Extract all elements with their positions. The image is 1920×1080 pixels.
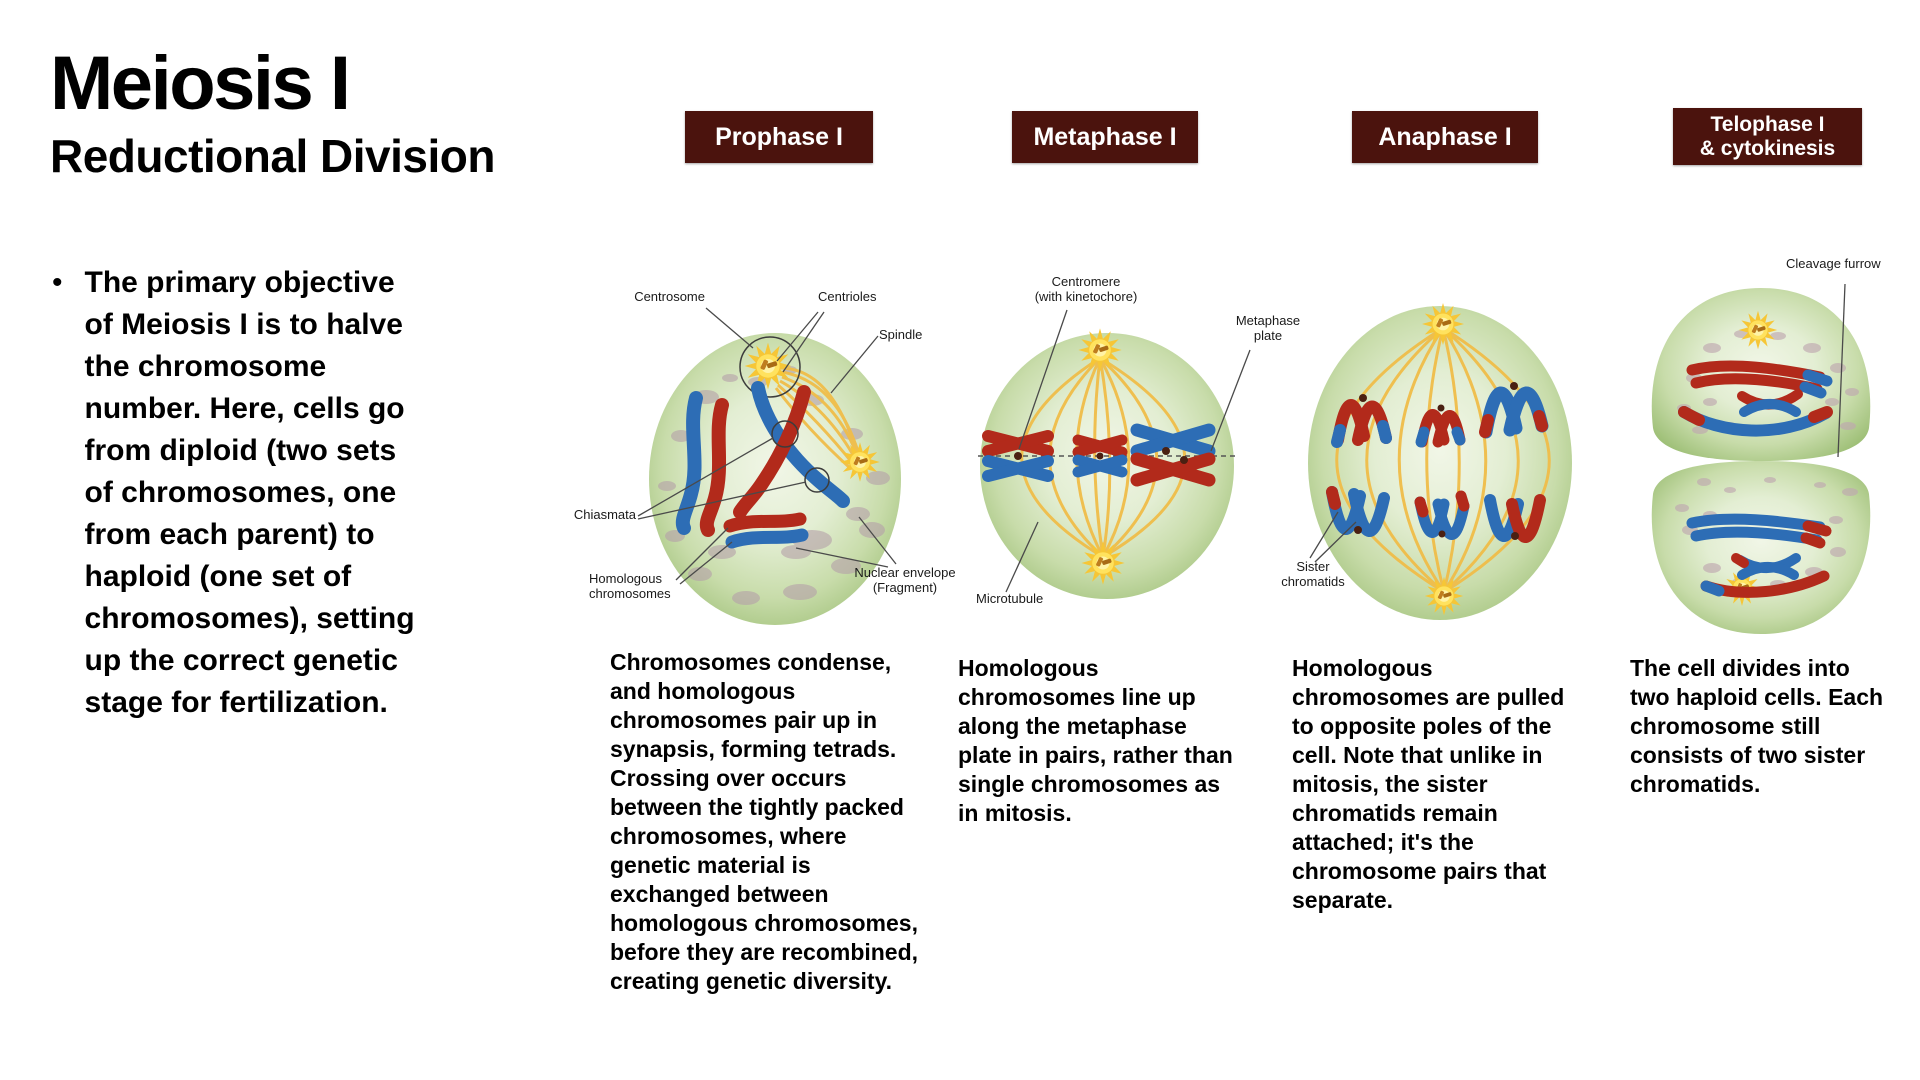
page-subtitle: Reductional Division bbox=[50, 130, 495, 182]
label-cleavage-furrow: Cleavage furrow bbox=[1786, 256, 1881, 271]
centromere-dots bbox=[1354, 382, 1519, 540]
anaphase-chromosomes bbox=[1326, 386, 1549, 543]
chiasmata-circles bbox=[771, 420, 830, 493]
prophase-label-lines bbox=[637, 307, 897, 585]
label-sister-chromatids: Sister chromatids bbox=[1281, 559, 1345, 589]
caption-anaphase: Homologous chromosomes are pulled to opp… bbox=[1292, 655, 1565, 913]
label-centromere: Centromere (with kinetochore) bbox=[1034, 274, 1138, 304]
prophase-diagram bbox=[637, 307, 901, 625]
metaphase-diagram bbox=[978, 309, 1251, 599]
caption-telophase: The cell divides into two haploid cells.… bbox=[1630, 655, 1884, 797]
telophase-diagram bbox=[1651, 283, 1871, 634]
label-microtubule: Microtubule bbox=[976, 591, 1044, 606]
prophase-chromosomes bbox=[675, 381, 850, 549]
spindle-fibers bbox=[774, 366, 862, 470]
telophase-label-lines bbox=[1837, 283, 1846, 458]
label-homologous-chromosomes: Homologous chromosomes bbox=[589, 571, 671, 601]
label-centrioles: Centrioles bbox=[818, 289, 877, 304]
bullet-glyph: • bbox=[52, 266, 63, 299]
intro-text: The primary objective of Meiosis I is to… bbox=[84, 266, 415, 719]
centromere-dots bbox=[1014, 447, 1188, 464]
page-title: Meiosis I bbox=[50, 41, 351, 126]
spindle-fibers bbox=[1335, 326, 1551, 594]
caption-prophase: Chromosomes condense, and homologous chr… bbox=[610, 649, 919, 994]
metaphase-chromosomes bbox=[982, 423, 1216, 487]
label-centrosome: Centrosome bbox=[634, 289, 705, 304]
label-chiasmata: Chiasmata bbox=[573, 507, 636, 522]
phase-header-telophase: Telophase I & cytokinesis bbox=[1673, 108, 1862, 165]
caption-metaphase: Homologous chromosomes line up along the… bbox=[958, 655, 1233, 826]
label-spindle: Spindle bbox=[879, 327, 923, 342]
phase-header-anaphase: Anaphase I bbox=[1352, 111, 1538, 163]
anaphase-diagram bbox=[1308, 303, 1572, 620]
phase-header-prophase: Prophase I bbox=[685, 111, 873, 163]
label-metaphase-plate: Metaphase plate bbox=[1235, 313, 1301, 343]
anaphase-label-lines bbox=[1309, 511, 1357, 563]
label-nuclear-envelope: Nuclear envelope (Fragment) bbox=[854, 565, 956, 595]
centrosome-circle-outline bbox=[739, 336, 801, 398]
metaphase-label-lines bbox=[1005, 309, 1251, 593]
phase-header-metaphase: Metaphase I bbox=[1012, 111, 1198, 163]
intro-bullet: • The primary objective of Meiosis I is … bbox=[52, 262, 502, 724]
telophase-chromosomes bbox=[1678, 360, 1833, 598]
